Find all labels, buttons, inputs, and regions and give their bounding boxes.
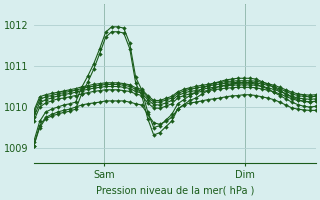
X-axis label: Pression niveau de la mer( hPa ): Pression niveau de la mer( hPa ) bbox=[96, 186, 254, 196]
